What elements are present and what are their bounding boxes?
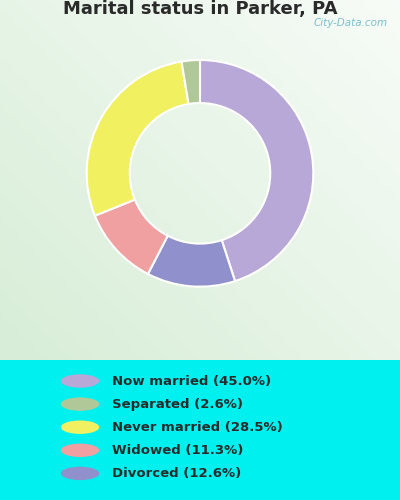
Text: Widowed (11.3%): Widowed (11.3%)	[112, 444, 243, 457]
Wedge shape	[95, 200, 168, 274]
Text: Marital status in Parker, PA: Marital status in Parker, PA	[63, 0, 337, 18]
Circle shape	[61, 374, 99, 388]
Text: Never married (28.5%): Never married (28.5%)	[112, 420, 283, 434]
Text: Separated (2.6%): Separated (2.6%)	[112, 398, 243, 410]
Text: Divorced (12.6%): Divorced (12.6%)	[112, 467, 241, 480]
Text: Now married (45.0%): Now married (45.0%)	[112, 374, 271, 388]
Text: City-Data.com: City-Data.com	[314, 18, 388, 28]
Circle shape	[61, 420, 99, 434]
Wedge shape	[182, 60, 200, 104]
Circle shape	[61, 398, 99, 411]
Circle shape	[61, 444, 99, 457]
Wedge shape	[148, 236, 235, 286]
Wedge shape	[87, 62, 188, 216]
Circle shape	[61, 466, 99, 480]
Wedge shape	[200, 60, 313, 281]
